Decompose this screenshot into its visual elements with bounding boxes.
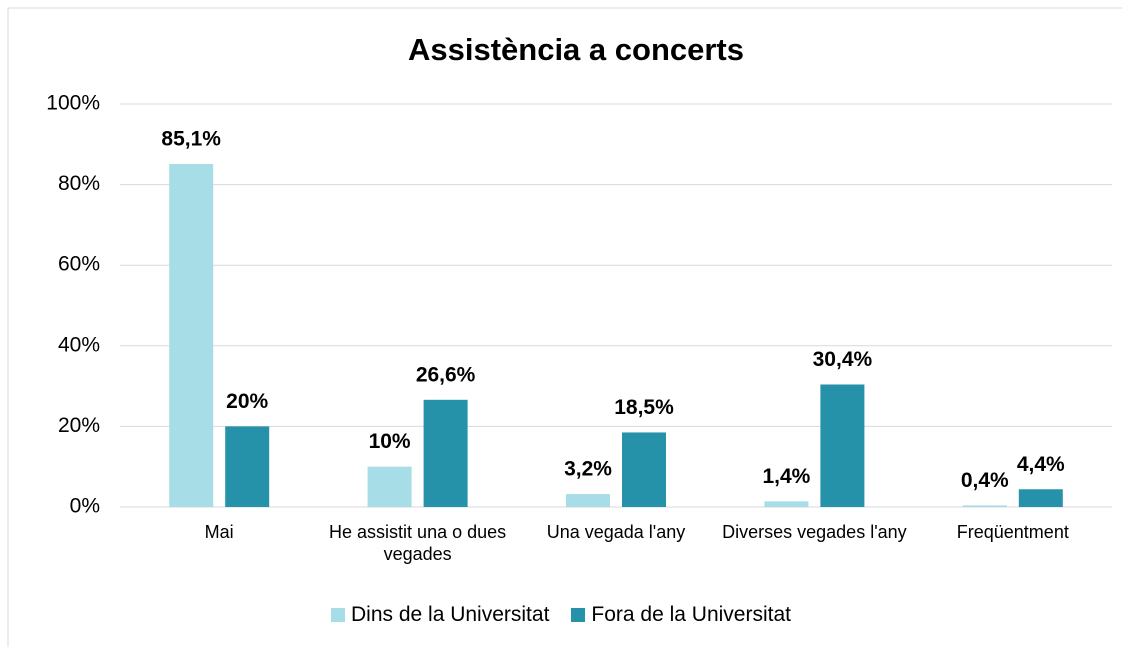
y-tick-label: 100% (46, 92, 100, 115)
legend: Dins de la Universitat Fora de la Univers… (0, 603, 1122, 627)
bar (169, 164, 214, 507)
bar (764, 501, 809, 507)
legend-swatch (330, 608, 345, 622)
data-label: 4,4% (1017, 453, 1065, 476)
legend-item: Dins de la Universitat (330, 603, 550, 627)
x-tick-label: Una vegada l'any (546, 522, 686, 542)
data-label: 3,2% (564, 458, 612, 481)
x-tick-label: Freqüentment (956, 522, 1069, 542)
legend-label: Dins de la Universitat (350, 603, 550, 626)
y-tick-label: 0% (70, 495, 100, 518)
legend-item: Fora de la Universitat (571, 603, 791, 627)
data-label: 10% (369, 430, 411, 453)
bar (962, 505, 1007, 507)
x-tick-label: Mai (204, 522, 234, 542)
bar (225, 426, 270, 507)
data-label: 1,4% (762, 465, 810, 488)
y-tick-label: 20% (58, 414, 100, 437)
data-label: 85,1% (161, 128, 221, 151)
data-label: 18,5% (614, 396, 674, 419)
x-tick-label: Diverses vegades l'any (722, 522, 907, 542)
data-label: 0,4% (961, 469, 1009, 492)
data-label: 20% (226, 390, 268, 413)
bar (423, 399, 468, 507)
legend-swatch (571, 608, 586, 622)
chart-title: Assistència a concerts (408, 32, 744, 67)
bar (1018, 489, 1063, 507)
bar (820, 384, 865, 507)
bar (622, 432, 666, 507)
legend-label: Fora de la Universitat (591, 603, 791, 626)
bar (367, 466, 412, 507)
y-tick-label: 40% (58, 333, 100, 356)
y-tick-label: 80% (58, 172, 100, 195)
data-label: 26,6% (416, 363, 476, 386)
y-tick-label: 60% (58, 253, 100, 276)
x-tick-label: He assistit una o dues vegades (329, 522, 507, 564)
data-label: 30,4% (813, 348, 873, 371)
bar (566, 494, 610, 507)
chart-border (7, 7, 1122, 647)
